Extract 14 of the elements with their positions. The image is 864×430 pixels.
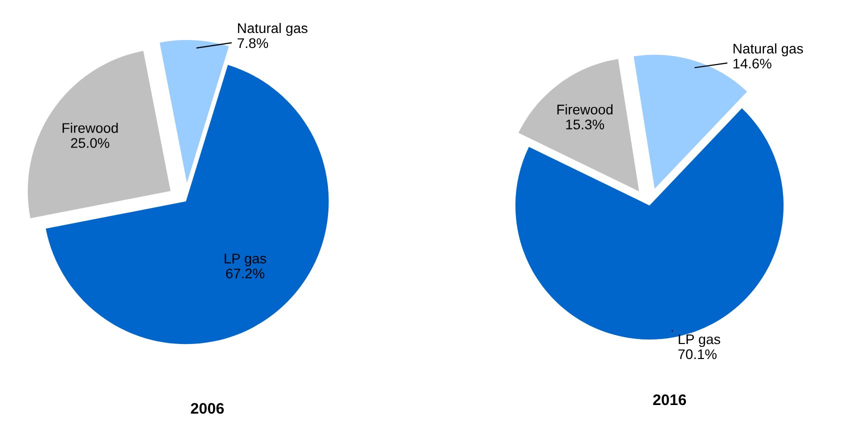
data-label: 14.6%: [734, 58, 772, 69]
data-label: 15.3%: [566, 120, 604, 130]
slice-label: LP gas: [678, 334, 720, 347]
data-label: 70.1%: [678, 349, 717, 360]
text: 2006: [190, 402, 224, 414]
slice-label: Firewood: [62, 122, 118, 133]
slice-label: Natural gas: [734, 43, 803, 56]
data-label: 67.2%: [226, 268, 264, 278]
data-label: 25.0%: [71, 138, 110, 148]
text: 2016: [653, 394, 686, 406]
slice-label: Natural gas: [238, 22, 308, 36]
data-label: 7.8%: [238, 38, 268, 48]
slice-label: Firewood: [557, 104, 612, 114]
slice-label: LP gas: [224, 254, 266, 266]
